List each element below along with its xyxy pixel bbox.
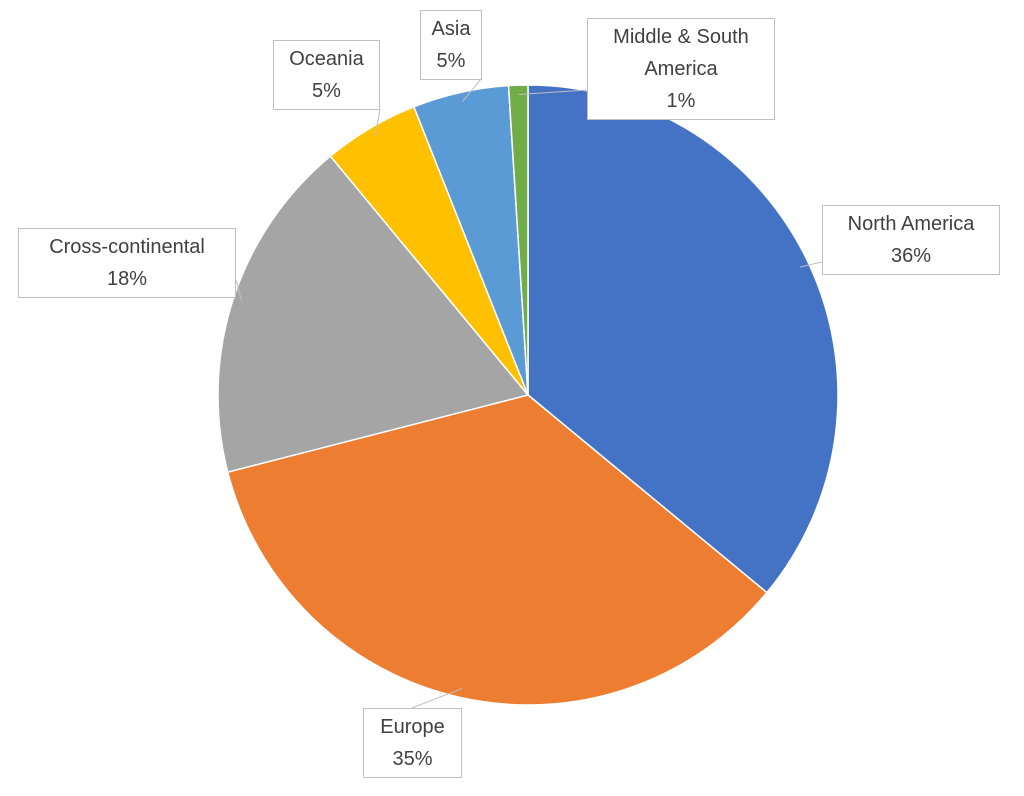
value-label: 5% xyxy=(312,80,341,102)
value-label: 35% xyxy=(392,748,433,770)
pie-slice xyxy=(217,155,530,474)
leader-line xyxy=(518,89,588,95)
category-label: Oceania xyxy=(289,48,364,70)
value-label: 1% xyxy=(666,90,696,112)
data-label: Asia 5% xyxy=(420,10,482,80)
data-label: Middle & South America 1% xyxy=(587,18,775,120)
data-label: Cross-continental 18% xyxy=(18,228,236,298)
category-label: Middle & South America xyxy=(613,26,749,80)
category-label: Europe xyxy=(380,716,445,738)
category-label: Asia xyxy=(431,18,471,40)
value-label: 18% xyxy=(106,268,148,290)
category-label: North America xyxy=(847,213,975,235)
data-label: Oceania 5% xyxy=(273,40,380,110)
leader-line xyxy=(411,687,463,709)
leader-line xyxy=(235,279,243,303)
leader-line xyxy=(799,261,823,268)
category-label: Cross-continental xyxy=(49,236,205,258)
pie-slice xyxy=(226,394,768,706)
value-label: 36% xyxy=(890,245,932,267)
leader-line xyxy=(374,109,381,137)
leader-line xyxy=(462,77,483,102)
data-label: Europe 35% xyxy=(363,708,462,778)
data-label: North America 36% xyxy=(822,205,1000,275)
value-label: 5% xyxy=(436,50,466,72)
pie-slice xyxy=(507,84,529,396)
